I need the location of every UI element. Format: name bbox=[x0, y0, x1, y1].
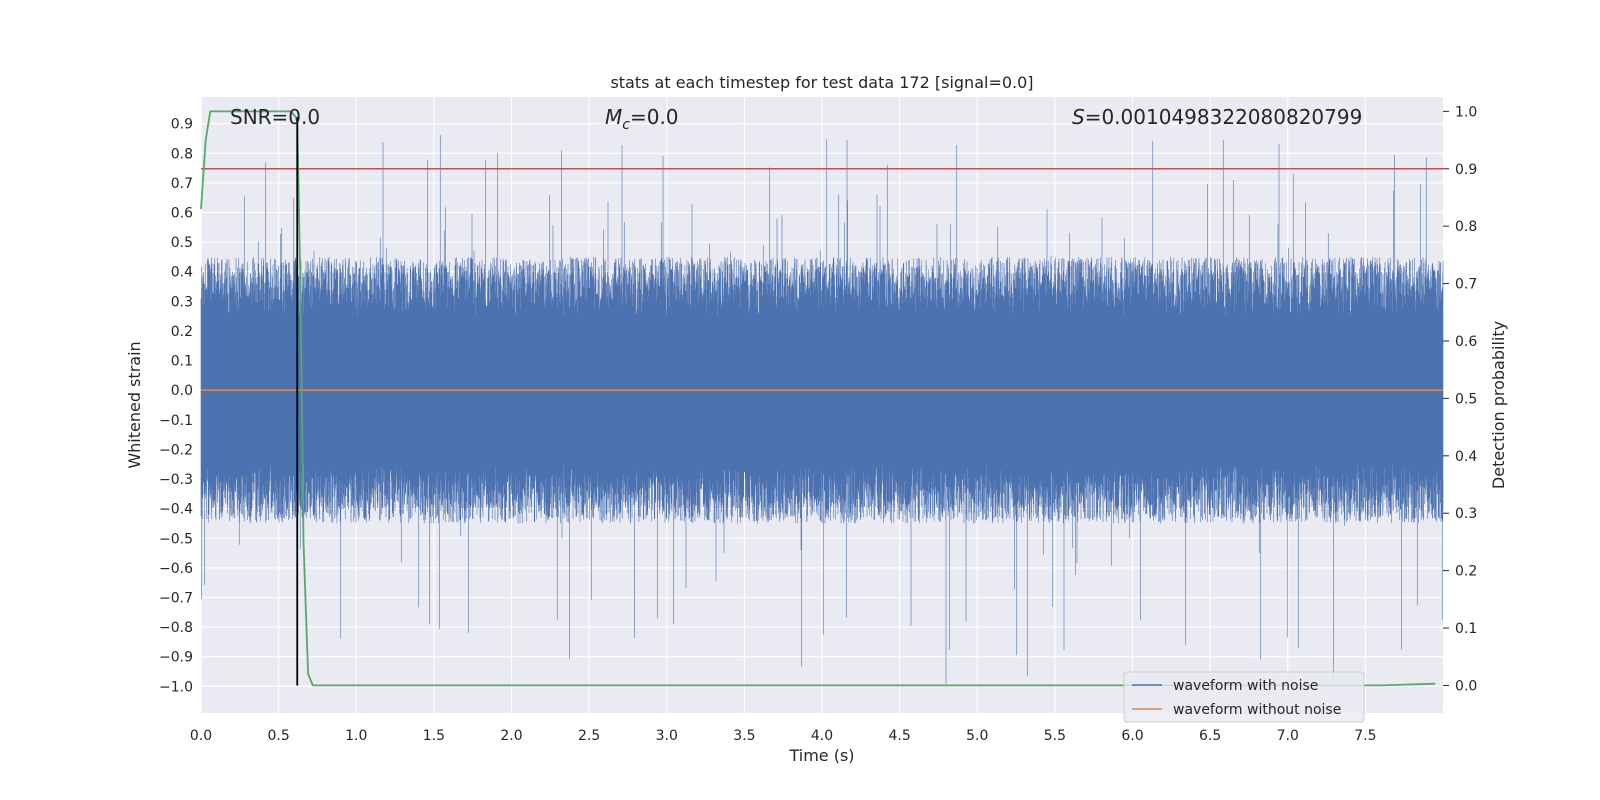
y-left-tick-label: 0.5 bbox=[171, 235, 193, 251]
x-tick-label: 4.0 bbox=[811, 728, 833, 744]
x-tick-label: 0.0 bbox=[190, 728, 212, 744]
y-right-tick-label: 0.9 bbox=[1455, 162, 1477, 178]
y-left-tick-label: −0.8 bbox=[159, 620, 193, 636]
chirp-mass-symbol: M bbox=[605, 105, 622, 129]
y-left-tick-label: −0.3 bbox=[159, 472, 193, 488]
chirp-mass-subscript: c bbox=[622, 117, 630, 133]
x-tick-label: 0.5 bbox=[267, 728, 289, 744]
y-right-tick-label: 1.0 bbox=[1455, 104, 1477, 120]
y-right-tick-label: 0.3 bbox=[1455, 506, 1477, 522]
y-right-tick-label: 0.5 bbox=[1455, 391, 1477, 407]
chirp-mass-annotation: Mc=0.0 bbox=[605, 105, 679, 133]
legend-label-waveform-without-noise: waveform without noise bbox=[1173, 702, 1341, 718]
x-tick-label: 7.0 bbox=[1277, 728, 1299, 744]
y-left-tick-label: −0.9 bbox=[159, 650, 193, 666]
y-right-tick-label: 0.7 bbox=[1455, 277, 1477, 293]
x-tick-labels: 0.0 0.5 1.0 1.5 2.0 2.5 3.0 3.5 4.0 4.5 5.0 5.5 6.0 6… bbox=[190, 728, 1377, 744]
legend: waveform with noise waveform without noi… bbox=[1123, 671, 1365, 723]
x-tick-label: 1.5 bbox=[423, 728, 445, 744]
legend-box bbox=[1123, 671, 1365, 723]
y-left-tick-label: −0.1 bbox=[159, 413, 193, 429]
x-tick-label: 7.5 bbox=[1354, 728, 1376, 744]
x-tick-label: 4.5 bbox=[888, 728, 910, 744]
y-right-tick-label: 0.2 bbox=[1455, 564, 1477, 580]
y-right-tick-labels: 1.0 0.9 0.8 0.7 0.6 0.5 0.4 0.3 0.2 0.1 0.0 bbox=[1443, 104, 1477, 694]
waveform-with-noise-series bbox=[200, 135, 1444, 684]
x-tick-label: 5.0 bbox=[966, 728, 988, 744]
detection-probability-line bbox=[200, 110, 1436, 687]
chart-title: stats at each timestep for test data 172… bbox=[610, 73, 1033, 92]
y-left-tick-label: 0.8 bbox=[171, 146, 193, 162]
y-right-axis-label: Detection probability bbox=[1489, 321, 1508, 489]
y-left-tick-label: −0.4 bbox=[159, 502, 193, 518]
chirp-mass-value: =0.0 bbox=[630, 105, 679, 129]
y-left-tick-label: −0.7 bbox=[159, 591, 193, 607]
y-left-tick-label: −1.0 bbox=[159, 679, 193, 695]
x-axis-label: Time (s) bbox=[788, 746, 854, 765]
x-tick-label: 5.5 bbox=[1044, 728, 1066, 744]
y-left-tick-label: −0.5 bbox=[159, 531, 193, 547]
y-left-tick-label: 0.3 bbox=[171, 294, 193, 310]
y-right-tick-label: 0.4 bbox=[1455, 449, 1477, 465]
y-right-tick-label: 0.1 bbox=[1455, 621, 1477, 637]
y-left-tick-label: 0.0 bbox=[171, 383, 193, 399]
y-left-tick-label: 0.6 bbox=[171, 206, 193, 222]
overlay-lines bbox=[200, 110, 1443, 687]
legend-label-waveform-with-noise: waveform with noise bbox=[1173, 678, 1318, 694]
score-annotation: S=0.0010498322080820799 bbox=[1072, 105, 1362, 129]
x-tick-label: 2.5 bbox=[578, 728, 600, 744]
snr-annotation: SNR=0.0 bbox=[230, 105, 320, 129]
x-tick-label: 1.0 bbox=[345, 728, 367, 744]
y-left-tick-label: 0.2 bbox=[171, 324, 193, 340]
waveform-with-noise-line bbox=[200, 135, 1444, 684]
y-right-tick-label: 0.0 bbox=[1455, 678, 1477, 694]
y-left-tick-label: 0.1 bbox=[171, 354, 193, 370]
y-left-tick-labels: 0.9 0.8 0.7 0.6 0.5 0.4 0.3 0.2 0.1 0.0 −0.1 −0.2 −0… bbox=[159, 117, 193, 696]
y-left-tick-label: −0.6 bbox=[159, 561, 193, 577]
score-symbol: S bbox=[1072, 105, 1085, 129]
y-right-tick-label: 0.8 bbox=[1455, 219, 1477, 235]
y-left-tick-label: −0.2 bbox=[159, 442, 193, 458]
score-value: =0.0010498322080820799 bbox=[1085, 105, 1363, 129]
x-tick-label: 6.0 bbox=[1121, 728, 1143, 744]
y-right-tick-label: 0.6 bbox=[1455, 334, 1477, 350]
y-left-tick-label: 0.7 bbox=[171, 176, 193, 192]
x-tick-label: 6.5 bbox=[1199, 728, 1221, 744]
x-tick-label: 2.0 bbox=[500, 728, 522, 744]
x-tick-label: 3.5 bbox=[733, 728, 755, 744]
y-left-tick-label: 0.4 bbox=[171, 265, 193, 281]
x-tick-label: 3.0 bbox=[656, 728, 678, 744]
y-left-tick-label: 0.9 bbox=[171, 117, 193, 133]
y-left-axis-label: Whitened strain bbox=[125, 341, 144, 468]
